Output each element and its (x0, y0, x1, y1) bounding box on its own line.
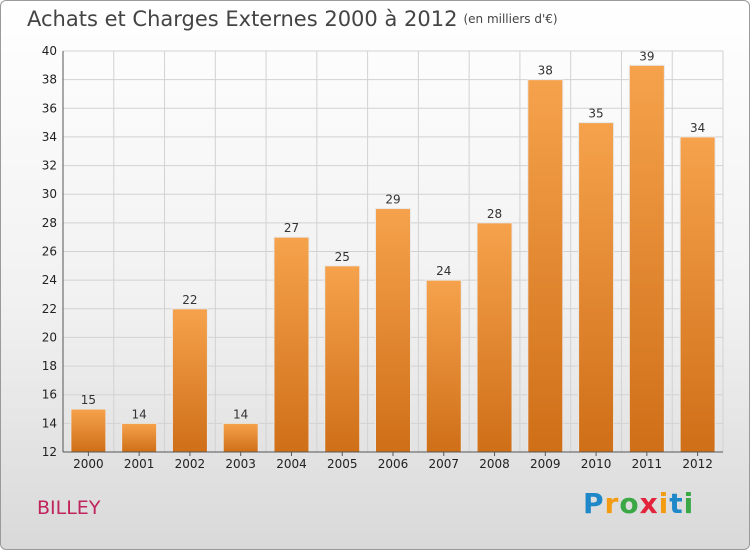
x-tick-label: 2003 (225, 457, 256, 471)
y-tick-label: 18 (42, 359, 57, 373)
x-tick-label: 2010 (581, 457, 612, 471)
x-tick-label: 2009 (530, 457, 561, 471)
axis-layer: 12 14 16 18 20 22 24 26 28 30 32 34 36 38 40 2000 2001 20… (42, 44, 723, 471)
x-tick-label: 2001 (124, 457, 155, 471)
logo-letter: t (669, 487, 684, 520)
proxiti-logo: Proxiti (583, 487, 694, 520)
x-tick-label: 2007 (428, 457, 459, 471)
bar-value-label: 34 (690, 121, 705, 135)
chart-unit-label: (en milliers d'€) (463, 12, 558, 26)
y-tick-label: 12 (42, 445, 57, 459)
bar (527, 79, 564, 453)
y-tick-label: 26 (42, 245, 57, 259)
y-tick-label: 36 (42, 101, 57, 115)
x-tick-label: 2000 (73, 457, 104, 471)
bar-value-label: 39 (639, 49, 654, 63)
y-tick-label: 30 (42, 187, 57, 201)
chart-title-text: Achats et Charges Externes 2000 à 2012 (27, 7, 458, 31)
bar-value-label: 35 (588, 107, 603, 121)
y-tick-label: 20 (42, 330, 57, 344)
logo-letter: o (619, 487, 640, 520)
logo-letter: P (583, 487, 605, 520)
x-tick-label: 2005 (327, 457, 358, 471)
x-tick-label: 2004 (276, 457, 307, 471)
bar-value-label: 24 (436, 264, 451, 278)
bar-value-label: 27 (284, 221, 299, 235)
y-tick-label: 16 (42, 388, 57, 402)
bar-value-label: 15 (81, 393, 96, 407)
bar (273, 236, 310, 453)
bar (222, 422, 259, 453)
y-tick-label: 40 (42, 44, 57, 58)
bar-value-label: 29 (385, 193, 400, 207)
logo-letter: i (658, 487, 670, 520)
bar (70, 408, 107, 453)
x-tick-label: 2006 (378, 457, 409, 471)
bar-value-label: 28 (487, 207, 502, 221)
y-tick-label: 34 (42, 130, 57, 144)
logo-letter: x (639, 487, 659, 520)
x-tick-label: 2008 (479, 457, 510, 471)
x-tick-label: 2011 (632, 457, 663, 471)
bar-value-label: 22 (182, 293, 197, 307)
bar (121, 422, 158, 453)
y-tick-label: 32 (42, 159, 57, 173)
bar-value-label: 25 (335, 250, 350, 264)
logo-letter: r (604, 487, 620, 520)
bar (375, 208, 411, 453)
bar (476, 222, 513, 453)
y-tick-label: 14 (42, 416, 57, 430)
bar-value-label: 14 (233, 407, 248, 421)
y-tick-label: 24 (42, 273, 57, 287)
x-tick-label: 2012 (682, 457, 713, 471)
y-tick-label: 28 (42, 216, 57, 230)
x-tick-label: 2002 (175, 457, 206, 471)
bar-layer: 15 14 22 14 27 25 29 24 28 38 35 39 34 (70, 49, 716, 453)
y-tick-label: 22 (42, 302, 57, 316)
bar (425, 279, 462, 453)
bar (171, 308, 208, 453)
bar (628, 64, 665, 453)
commune-name: BILLEY (37, 497, 101, 519)
bar (578, 122, 615, 453)
logo-letter: i (683, 487, 695, 520)
bar-value-label: 38 (538, 64, 553, 78)
y-tick-label: 38 (42, 73, 57, 87)
chart-title: Achats et Charges Externes 2000 à 2012 (e… (27, 7, 558, 31)
bar (324, 265, 361, 453)
bar-value-label: 14 (132, 407, 147, 421)
bar (679, 136, 716, 453)
